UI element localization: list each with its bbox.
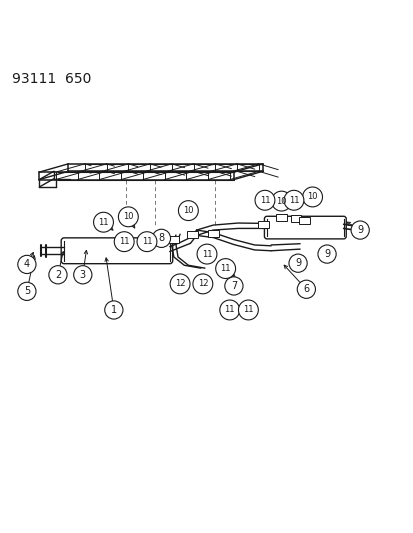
- Text: 2: 2: [55, 270, 61, 280]
- Text: 11: 11: [220, 264, 230, 273]
- Circle shape: [288, 254, 306, 272]
- Circle shape: [152, 229, 170, 247]
- Text: 9: 9: [356, 225, 362, 235]
- Text: 10: 10: [275, 197, 286, 206]
- Text: 12: 12: [174, 279, 185, 288]
- Text: 3: 3: [80, 270, 85, 280]
- Text: 5: 5: [24, 286, 30, 296]
- Circle shape: [197, 244, 216, 264]
- Text: 7: 7: [230, 281, 237, 291]
- Circle shape: [49, 265, 67, 284]
- Text: 11: 11: [224, 305, 235, 314]
- Circle shape: [170, 274, 190, 294]
- Circle shape: [178, 200, 198, 221]
- Text: 8: 8: [158, 233, 164, 244]
- Circle shape: [215, 259, 235, 279]
- Circle shape: [271, 191, 291, 211]
- Circle shape: [93, 212, 113, 232]
- FancyBboxPatch shape: [275, 214, 286, 221]
- Circle shape: [104, 301, 123, 319]
- FancyBboxPatch shape: [207, 230, 218, 237]
- Circle shape: [118, 207, 138, 227]
- Circle shape: [224, 277, 242, 295]
- Text: 9: 9: [323, 249, 329, 259]
- Circle shape: [283, 190, 303, 210]
- Circle shape: [18, 255, 36, 273]
- Text: 11: 11: [201, 249, 212, 259]
- Circle shape: [18, 282, 36, 301]
- FancyBboxPatch shape: [264, 216, 345, 239]
- Circle shape: [238, 300, 258, 320]
- Circle shape: [192, 274, 212, 294]
- Circle shape: [254, 190, 274, 210]
- Text: 9: 9: [294, 258, 300, 268]
- Circle shape: [74, 265, 92, 284]
- Text: 11: 11: [288, 196, 299, 205]
- Text: 10: 10: [183, 206, 193, 215]
- Circle shape: [137, 232, 157, 252]
- Text: 11: 11: [119, 237, 129, 246]
- Text: 12: 12: [197, 279, 208, 288]
- Text: 93111  650: 93111 650: [12, 72, 92, 86]
- FancyBboxPatch shape: [290, 214, 301, 222]
- Text: 6: 6: [303, 284, 309, 294]
- Circle shape: [302, 187, 322, 207]
- Text: 11: 11: [259, 196, 270, 205]
- Circle shape: [219, 300, 239, 320]
- FancyBboxPatch shape: [168, 236, 179, 244]
- Circle shape: [350, 221, 368, 239]
- Text: 1: 1: [111, 305, 116, 315]
- Text: 11: 11: [141, 237, 152, 246]
- Text: 11: 11: [98, 217, 109, 227]
- FancyBboxPatch shape: [61, 238, 172, 264]
- Text: 10: 10: [123, 212, 133, 221]
- FancyBboxPatch shape: [257, 221, 268, 228]
- FancyBboxPatch shape: [187, 231, 197, 238]
- Circle shape: [297, 280, 315, 298]
- Circle shape: [317, 245, 335, 263]
- Circle shape: [114, 232, 134, 252]
- FancyBboxPatch shape: [298, 216, 309, 224]
- Text: 11: 11: [242, 305, 253, 314]
- Text: 4: 4: [24, 260, 30, 269]
- Text: 10: 10: [306, 192, 317, 201]
